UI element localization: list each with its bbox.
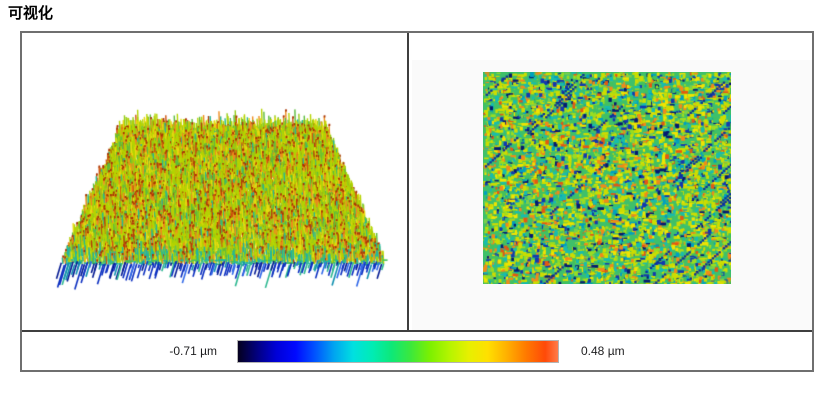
color-scale-bar — [237, 340, 559, 363]
surface-3d-image[interactable] — [22, 33, 407, 330]
scale-min-label: -0.71 µm — [169, 344, 217, 358]
surface-3d-panel — [22, 33, 407, 330]
heightmap-background — [412, 60, 812, 330]
scale-max-label: 0.48 µm — [581, 344, 625, 358]
heightmap-panel — [409, 33, 812, 330]
section-title: 可视化 — [8, 5, 54, 22]
panel-divider — [407, 33, 409, 330]
visualization-frame: -0.71 µm 0.48 µm — [20, 31, 814, 372]
heightmap-image[interactable] — [483, 72, 731, 284]
colorbar-divider — [22, 330, 812, 332]
color-scale-row: -0.71 µm 0.48 µm — [22, 332, 812, 370]
